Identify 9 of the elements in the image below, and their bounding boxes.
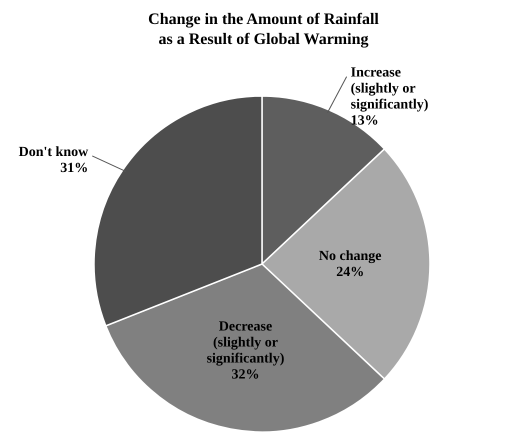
slice-label: Don't know — [18, 144, 90, 160]
data-label: 31% — [60, 160, 88, 176]
data-label: 13% — [350, 114, 379, 129]
data-label: 32% — [231, 368, 260, 383]
data-label: 24% — [336, 265, 364, 280]
slice-label: No change — [318, 249, 382, 264]
chart-title: Change in the Amount of Rainfall as a Result of Global Warming — [148, 11, 380, 48]
slice-label: Increase (slightly or significantly) — [350, 66, 429, 113]
slice-label: Decrease (slightly or significantly) — [206, 320, 285, 367]
